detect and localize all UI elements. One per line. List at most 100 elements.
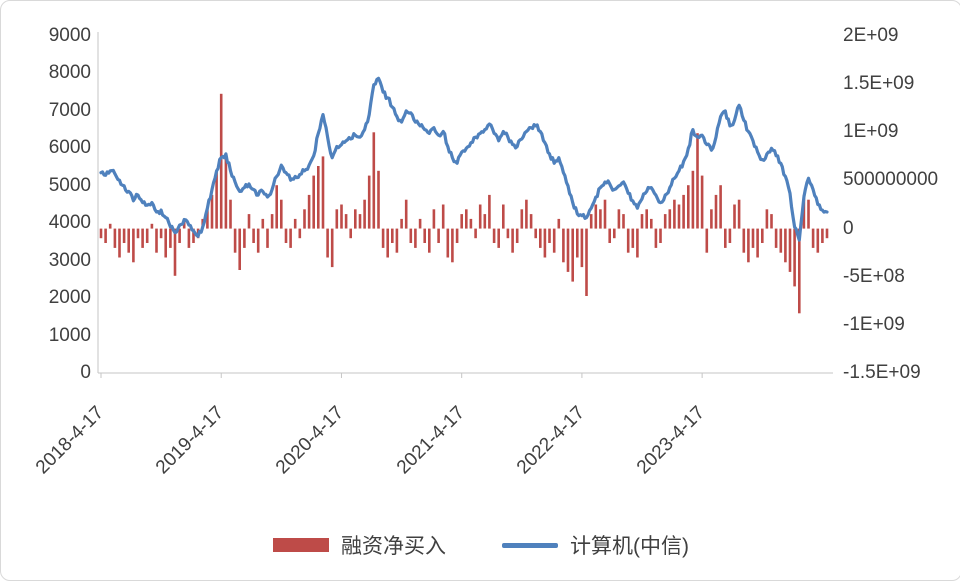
bar [506, 228, 510, 239]
bar-series [99, 93, 829, 314]
bar [770, 214, 773, 229]
bar [737, 199, 741, 229]
bar [691, 170, 695, 229]
bar [788, 228, 792, 272]
bar [705, 228, 709, 253]
bar [270, 214, 274, 229]
bar [159, 228, 163, 239]
left-axis-tick-label: 7000 [48, 99, 91, 121]
bar [668, 209, 672, 229]
bar [451, 228, 454, 263]
bar [594, 204, 598, 229]
bar [187, 228, 191, 248]
bar [552, 228, 556, 253]
line-series-swatch-icon [502, 542, 558, 548]
bar [765, 209, 769, 229]
bar [256, 228, 260, 253]
bar [654, 228, 658, 248]
right-axis-tick-label: 500000000 [843, 169, 939, 191]
bar [640, 214, 644, 229]
bar [215, 170, 218, 229]
bar [391, 228, 394, 243]
bar [576, 228, 579, 258]
bar [756, 228, 759, 258]
left-axis-tick-label: 2000 [48, 287, 91, 309]
bar [118, 228, 121, 258]
bar [229, 199, 232, 229]
bar [784, 228, 787, 263]
bar [742, 228, 746, 253]
bar [761, 228, 764, 243]
bar [497, 228, 500, 248]
bar [414, 228, 417, 248]
bar [395, 228, 399, 253]
bar [816, 228, 820, 253]
bar [821, 228, 824, 243]
bar [261, 218, 265, 229]
bar [825, 228, 829, 239]
bar [284, 228, 288, 243]
bar [562, 228, 565, 263]
bar [474, 228, 477, 239]
bar [418, 218, 422, 229]
bar [714, 194, 718, 229]
legend-label-line-series: 计算机(中信) [570, 535, 689, 558]
bar [335, 209, 339, 229]
bar [145, 228, 149, 243]
bar [728, 228, 732, 243]
bar [446, 228, 450, 258]
bar [751, 228, 755, 248]
left-axis-tick-label: 5000 [48, 174, 91, 196]
right-axis-tick-label: -5E+08 [843, 265, 905, 287]
bar [613, 228, 616, 239]
bar [344, 214, 348, 229]
bar [719, 185, 722, 229]
bar [700, 175, 704, 229]
bar [529, 214, 533, 229]
bar [404, 199, 408, 229]
bar [747, 228, 750, 263]
bar [238, 228, 241, 270]
bar [617, 209, 621, 229]
bar [710, 209, 713, 229]
bar [774, 228, 778, 248]
bar [206, 209, 209, 229]
bar [317, 166, 320, 229]
bar [132, 228, 135, 263]
legend-item-bar-series[interactable]: 融资净买入 [273, 530, 446, 560]
bar [340, 204, 343, 229]
bar [520, 209, 524, 229]
bar [173, 228, 177, 276]
bar [243, 228, 246, 248]
bar [663, 214, 667, 229]
legend-item-line-series[interactable]: 计算机(中信) [502, 530, 689, 560]
bar [122, 228, 126, 243]
bar [687, 185, 690, 229]
bar [381, 228, 385, 248]
left-axis-tick-label: 3000 [48, 249, 91, 271]
bar [511, 228, 514, 253]
bar [266, 228, 269, 248]
bar [104, 228, 107, 243]
bar [566, 228, 570, 272]
bar [289, 228, 292, 248]
bar [460, 214, 463, 229]
bar [677, 204, 681, 229]
bar [377, 170, 380, 229]
bar [192, 228, 195, 243]
bar [400, 218, 403, 229]
bar [502, 204, 505, 229]
bar [557, 218, 561, 229]
bar [358, 214, 362, 229]
bar [515, 228, 519, 243]
bar [733, 204, 736, 229]
bar [326, 228, 329, 258]
bar [589, 214, 593, 229]
bar [539, 228, 542, 248]
bar [372, 132, 376, 229]
bar [682, 194, 685, 229]
bar [330, 228, 334, 268]
bar [99, 228, 103, 239]
bar [108, 223, 112, 229]
bar [219, 93, 223, 229]
